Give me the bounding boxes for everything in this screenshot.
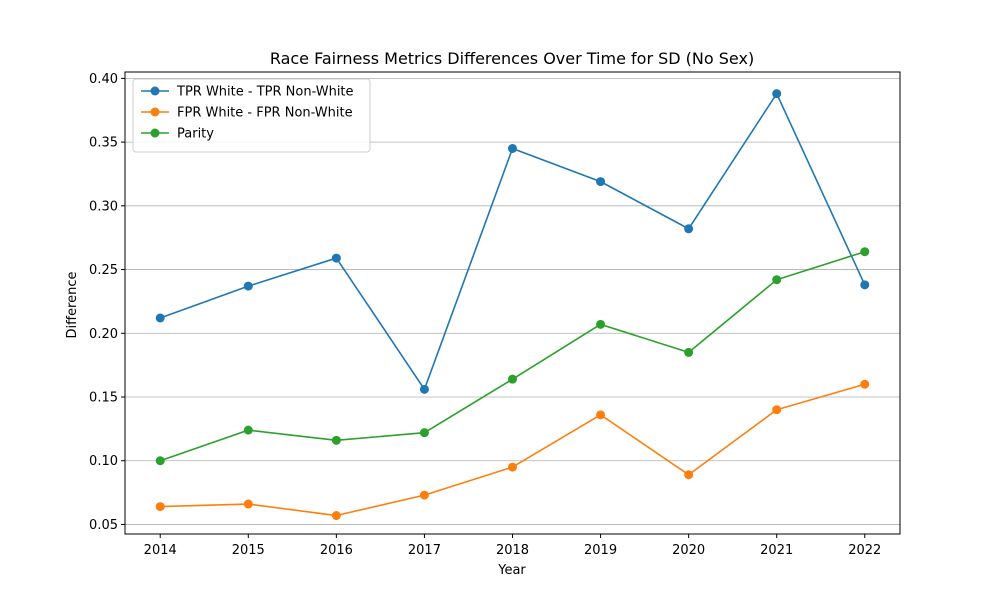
y-tick-label: 0.25	[89, 263, 118, 278]
data-point	[331, 435, 341, 445]
y-tick-label: 0.40	[89, 72, 118, 87]
data-point	[419, 490, 429, 500]
data-point	[419, 428, 429, 438]
legend: TPR White - TPR Non-White FPR White - FPR…	[132, 78, 371, 153]
x-tick-label: 2022	[848, 543, 881, 558]
x-tick-label: 2014	[144, 543, 177, 558]
data-point	[684, 470, 694, 480]
legend-label: FPR White - FPR Non-White	[177, 106, 353, 121]
data-point	[243, 281, 253, 291]
chart-title: Race Fairness Metrics Differences Over T…	[270, 49, 754, 68]
y-tick-label: 0.10	[89, 454, 118, 469]
y-tick-label: 0.30	[89, 199, 118, 214]
data-point	[155, 456, 165, 466]
x-tick-label: 2017	[408, 543, 441, 558]
legend-swatch-marker	[150, 107, 160, 117]
x-axis-label: Year	[497, 563, 526, 578]
data-point	[860, 379, 870, 389]
data-point	[155, 502, 165, 512]
axes: 0.05 0.10 0.15 0.20 0.25 0.30 0.35 0.40 2014 2015…	[89, 72, 881, 558]
x-tick-label: 2018	[496, 543, 529, 558]
series-3	[155, 247, 870, 466]
data-point	[684, 347, 694, 357]
x-tick-label: 2016	[320, 543, 353, 558]
data-point	[772, 405, 782, 415]
x-tick-label: 2019	[584, 543, 617, 558]
legend-swatch-marker	[150, 128, 160, 138]
data-point	[243, 425, 253, 435]
data-point	[772, 275, 782, 285]
x-tick-label: 2020	[672, 543, 705, 558]
data-point	[155, 313, 165, 323]
y-tick-label: 0.20	[89, 327, 118, 342]
data-point	[419, 384, 429, 394]
data-point	[508, 462, 517, 472]
series-layer	[155, 89, 870, 521]
x-tick-label: 2021	[760, 543, 793, 558]
data-point	[596, 177, 606, 187]
x-tick-label: 2015	[232, 543, 265, 558]
legend-label: TPR White - TPR Non-White	[176, 85, 354, 100]
legend-item: Parity	[141, 127, 214, 142]
data-point	[331, 511, 341, 521]
data-point	[772, 89, 782, 99]
legend-item: TPR White - TPR Non-White	[141, 85, 354, 100]
data-point	[860, 247, 870, 257]
data-point	[684, 224, 694, 234]
series-1	[155, 89, 870, 394]
legend-swatch-marker	[150, 86, 160, 96]
data-point	[508, 374, 517, 384]
legend-label: Parity	[177, 127, 214, 142]
data-point	[860, 280, 870, 290]
y-axis-label: Difference	[65, 271, 80, 338]
data-point	[596, 410, 606, 420]
data-point	[508, 143, 517, 153]
data-point	[596, 319, 606, 329]
y-tick-label: 0.35	[89, 136, 118, 151]
data-point	[243, 499, 253, 509]
legend-box	[132, 78, 371, 153]
grid-lines	[125, 77, 900, 525]
data-point	[331, 253, 341, 263]
y-tick-label: 0.15	[89, 390, 118, 405]
legend-item: FPR White - FPR Non-White	[141, 106, 353, 121]
series-2	[155, 379, 870, 521]
y-tick-label: 0.05	[89, 518, 118, 533]
